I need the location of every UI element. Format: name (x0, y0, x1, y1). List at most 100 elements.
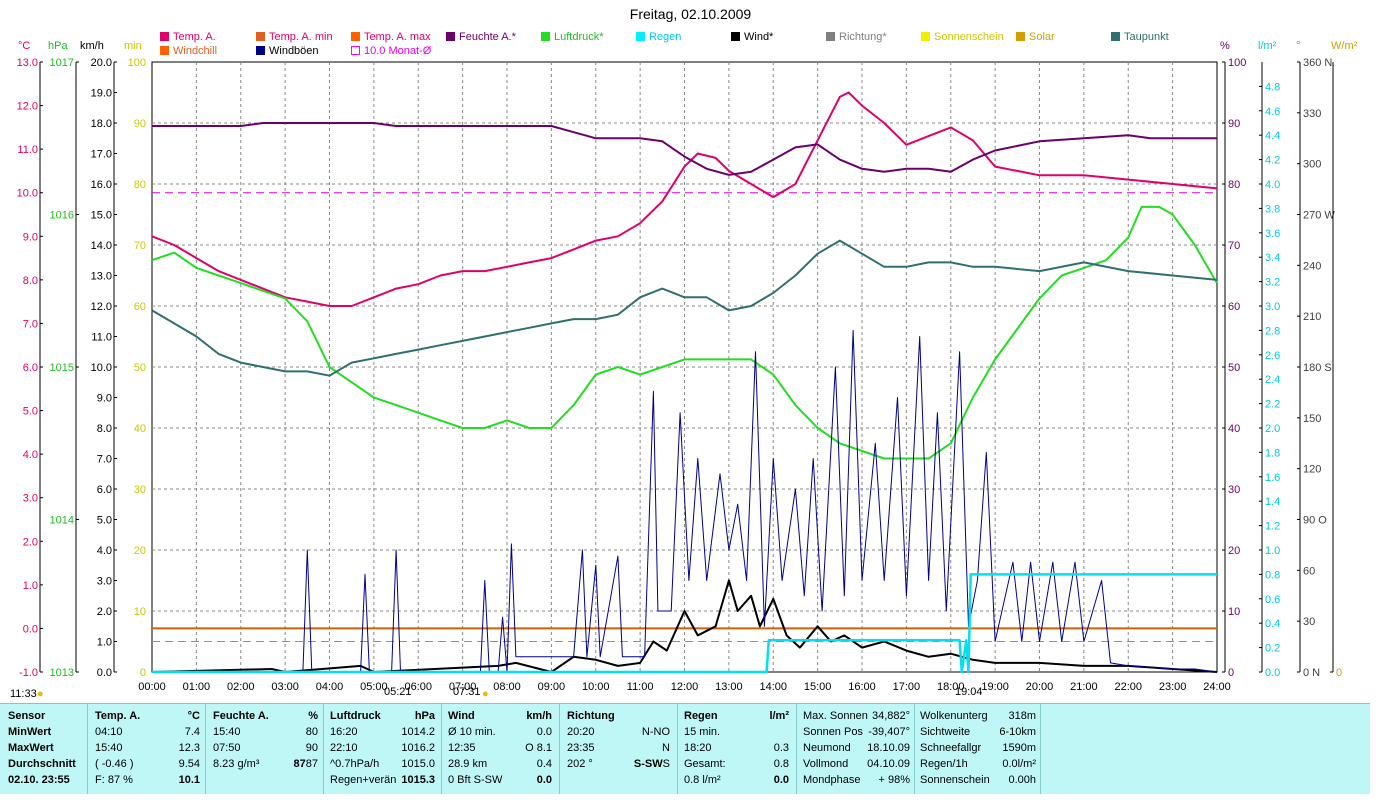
temp-axis-label: 5.0 (23, 406, 38, 418)
humidity-axis-label: 0 (1228, 667, 1234, 679)
temp-axis-label: 3.0 (23, 493, 38, 505)
wind-axis-label: 0.0 (97, 667, 112, 679)
stats-pressure-col: Luftdruck hPa 16:20 1014.2 22:10 1016.2 ^0.… (330, 710, 435, 786)
series-line (152, 573, 1217, 674)
wind-axis-label: 6.0 (97, 484, 112, 496)
legend-item: Temp. A. min (256, 31, 333, 43)
humidity-axis-label: 70 (1228, 240, 1240, 252)
stats-footer: Sensor MinWert MaxWert Durchschnitt 02.1… (0, 703, 1370, 794)
legend-item: Windböen (256, 45, 319, 57)
legend-item: Taupunkt (1111, 31, 1169, 43)
temp-axis-label: 4.0 (23, 449, 38, 461)
legend-item: Wind* (731, 31, 773, 43)
x-tick-label: 06:00 (404, 681, 432, 693)
legend-item: Feuchte A.* (446, 31, 516, 43)
temp-unit: °C (18, 40, 31, 52)
sun-unit: min (124, 40, 142, 52)
humidity-axis-label: 80 (1228, 179, 1240, 191)
rain-unit: l/m² (1258, 40, 1277, 52)
x-tick-label: 03:00 (271, 681, 299, 693)
sun-axis-label: 100 (128, 57, 146, 69)
rain-axis-label: 2.0 (1265, 423, 1280, 435)
sun-axis-label: 60 (134, 301, 146, 313)
rain-axis-label: 4.8 (1265, 81, 1280, 93)
rain-axis-label: 3.6 (1265, 228, 1280, 240)
humidity-axis-label: 50 (1228, 362, 1240, 374)
rain-axis-label: 1.6 (1265, 472, 1280, 484)
wind-axis-label: 1.0 (97, 637, 112, 649)
pressure-axis-label: 1015 (50, 362, 74, 374)
rain-axis-label: 4.0 (1265, 179, 1280, 191)
wind-axis-label: 5.0 (97, 515, 112, 527)
wind-axis-label: 18.0 (91, 118, 112, 130)
sun-axis-label: 40 (134, 423, 146, 435)
legend-item: Richtung* (826, 31, 887, 43)
rain-axis-label: 1.4 (1265, 496, 1280, 508)
x-tick-label: 16:00 (848, 681, 876, 693)
x-tick-label: 07:00 (449, 681, 477, 693)
rain-axis-label: 3.8 (1265, 203, 1280, 215)
direction-axis-label: 360 N (1303, 57, 1332, 69)
sun-axis-label: 30 (134, 484, 146, 496)
legend-item: Temp. A. (160, 31, 216, 43)
rain-axis-label: 0.8 (1265, 569, 1280, 581)
wind-axis-label: 2.0 (97, 606, 112, 618)
pressure-axis-label: 1016 (50, 210, 74, 222)
temp-axis-label: 13.0 (17, 57, 38, 69)
direction-axis-label: 150 (1303, 413, 1321, 425)
direction-axis-label: 330 (1303, 108, 1321, 120)
rain-axis-label: 0.6 (1265, 594, 1280, 606)
rain-axis-label: 4.4 (1265, 130, 1280, 142)
series-line (151, 579, 1218, 673)
x-tick-label: 15:00 (804, 681, 832, 693)
wind-axis-label: 11.0 (91, 332, 112, 344)
wind-axis-label: 17.0 (91, 149, 112, 161)
x-tick-label: 09:00 (538, 681, 566, 693)
stats-direction-col: Richtung 20:20 N-NO 23:35 N S 202 ° S-SW (567, 710, 670, 770)
direction-axis-label: 0 N (1303, 667, 1320, 679)
x-tick-label: 17:00 (893, 681, 921, 693)
humidity-axis-label: 30 (1228, 484, 1240, 496)
rain-axis-label: 0.0 (1265, 667, 1280, 679)
wind-axis-label: 3.0 (97, 576, 112, 588)
sun-icon: ● (482, 688, 489, 700)
temp-axis-label: 6.0 (23, 362, 38, 374)
sun-axis-label: 0 (140, 667, 146, 679)
series-line (151, 239, 1218, 377)
wind-axis-label: 7.0 (97, 454, 112, 466)
direction-axis-label: 60 (1303, 565, 1315, 577)
rain-axis-label: 1.2 (1265, 521, 1280, 533)
x-tick-label: 12:00 (671, 681, 699, 693)
wind-axis-label: 12.0 (91, 301, 112, 313)
wind-axis-label: 20.0 (91, 57, 112, 69)
direction-axis-label: 180 S (1303, 362, 1332, 374)
wind-axis-label: 15.0 (91, 210, 112, 222)
direction-axis-label: 30 (1303, 616, 1315, 628)
temp-axis-label: 10.0 (17, 188, 38, 200)
solar-unit: W/m² (1331, 40, 1358, 52)
x-tick-label: 18:00 (937, 681, 965, 693)
sunset-time: 19:04 (955, 686, 983, 698)
temp-axis-label: 11.0 (17, 144, 38, 156)
current-time: 11:33 (10, 688, 37, 700)
sunrise-time: 05:21 (384, 686, 412, 698)
x-tick-label: 10:00 (582, 681, 610, 693)
legend-item: Luftdruck* (541, 31, 604, 43)
wind-unit: km/h (80, 40, 104, 52)
sun-axis-label: 10 (134, 606, 146, 618)
x-tick-label: 08:00 (493, 681, 521, 693)
stats-sensor-col: Sensor MinWert MaxWert Durchschnitt 02.1… (8, 710, 76, 786)
x-tick-label: 05:00 (360, 681, 388, 693)
rain-axis-label: 0.2 (1265, 643, 1280, 655)
sun-axis-label: 90 (134, 118, 146, 130)
temp-axis-label: 12.0 (17, 101, 38, 113)
pressure-unit: hPa (48, 40, 68, 52)
stats-temp-col: Temp. A. °C 04:10 7.4 15:40 12.3 ( -0.46 ) 9… (95, 710, 200, 786)
series-line (151, 91, 1218, 307)
axes: 00:00 01:00 02:00 03:00 04:00 05:00 06:00 07:00… (17, 57, 1343, 693)
rain-axis-label: 2.4 (1265, 374, 1280, 386)
sun-axis-label: 70 (134, 240, 146, 252)
direction-axis-label: 270 W (1303, 210, 1335, 222)
rain-axis-label: 1.0 (1265, 545, 1280, 557)
humidity-axis-label: 60 (1228, 301, 1240, 313)
